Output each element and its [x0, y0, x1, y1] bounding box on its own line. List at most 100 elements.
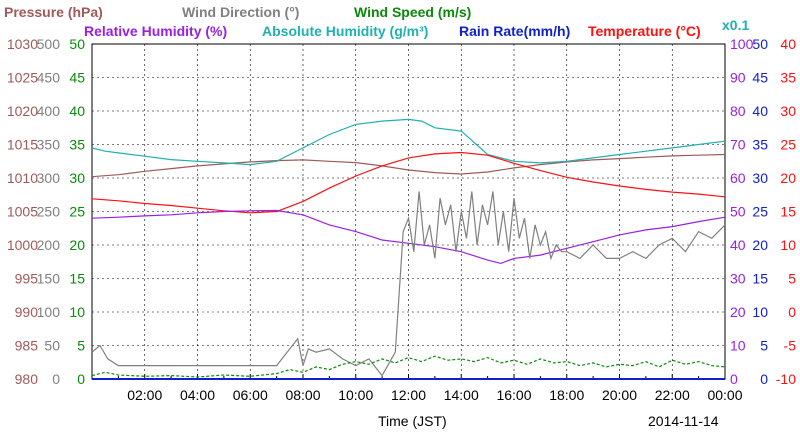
y-tick-label-rain: 45 — [752, 70, 768, 86]
legend-pressure: Pressure (hPa) — [4, 4, 103, 20]
x-tick-label: 06:00 — [233, 387, 268, 403]
y-tick-label-rain: 20 — [752, 237, 768, 253]
y-tick-label-wind-direction: 250 — [37, 204, 61, 220]
series-humidity-line — [91, 209, 726, 265]
series-pressure-line — [91, 153, 726, 178]
y-tick-label-rain: 50 — [752, 36, 768, 52]
y-tick-label-wind-speed: 35 — [69, 137, 85, 153]
y-tick-label-humidity: 20 — [730, 304, 746, 320]
legend-rain-rate: Rain Rate(mm/h) — [459, 23, 570, 39]
y-tick-label-wind-speed: 45 — [69, 70, 85, 86]
y-tick-label-humidity: 10 — [730, 338, 746, 354]
x-tick-label: 00:00 — [707, 387, 742, 403]
x-tick-label: 12:00 — [391, 387, 426, 403]
y-tick-label-wind-direction: 400 — [37, 103, 61, 119]
y-tick-label-wind-direction: 200 — [37, 237, 61, 253]
y-tick-label-wind-direction: 450 — [37, 70, 61, 86]
x-tick-label: 18:00 — [549, 387, 584, 403]
legend-relative-humidity: Relative Humidity (%) — [84, 23, 227, 39]
y-tick-label-temperature: 15 — [780, 204, 796, 220]
y-tick-label-pressure: 995 — [15, 271, 39, 287]
x-tick-label: 10:00 — [338, 387, 373, 403]
y-tick-label-wind-direction: 300 — [37, 170, 61, 186]
y-tick-label-pressure: 1020 — [7, 103, 38, 119]
y-tick-label-wind-speed: 25 — [69, 204, 85, 220]
legend-absolute-humidity: Absolute Humidity (g/m³) — [262, 23, 428, 39]
y-tick-label-temperature: 35 — [780, 70, 796, 86]
y-tick-label-pressure: 1030 — [7, 36, 38, 52]
y-tick-label-temperature: 25 — [780, 137, 796, 153]
y-tick-label-wind-direction: 350 — [37, 137, 61, 153]
y-tick-label-humidity: 50 — [730, 204, 746, 220]
date-label: 2014-11-14 — [648, 413, 719, 429]
y-tick-label-temperature: -10 — [776, 371, 796, 387]
y-tick-label-wind-speed: 0 — [77, 371, 85, 387]
y-tick-label-humidity: 90 — [730, 70, 746, 86]
y-tick-label-pressure: 1005 — [7, 204, 38, 220]
y-tick-label-humidity: 80 — [730, 103, 746, 119]
y-tick-label-temperature: 5 — [788, 271, 796, 287]
y-tick-label-temperature: 20 — [780, 170, 796, 186]
y-tick-label-humidity: 40 — [730, 237, 746, 253]
x-axis-label: Time (JST) — [378, 413, 447, 429]
y-tick-label-pressure: 990 — [15, 304, 39, 320]
y-tick-label-rain: 0 — [760, 371, 768, 387]
y-tick-label-wind-speed: 40 — [69, 103, 85, 119]
series-humidity-line — [91, 118, 726, 166]
legend-temperature: Temperature (°C) — [588, 23, 701, 39]
x-tick-label: 16:00 — [496, 387, 531, 403]
y-tick-label-humidity: 60 — [730, 170, 746, 186]
y-tick-label-wind-speed: 15 — [69, 271, 85, 287]
y-tick-label-rain: 15 — [752, 271, 768, 287]
y-tick-label-wind-speed: 20 — [69, 237, 85, 253]
y-tick-label-humidity: 70 — [730, 137, 746, 153]
y-tick-label-humidity: 100 — [730, 36, 754, 52]
grid — [92, 44, 725, 379]
y-tick-label-temperature: 40 — [780, 36, 796, 52]
x-tick-label: 04:00 — [180, 387, 215, 403]
x-tick-label: 02:00 — [127, 387, 162, 403]
y-tick-label-rain: 5 — [760, 338, 768, 354]
x-tick-label: 14:00 — [444, 387, 479, 403]
y-tick-label-temperature: -5 — [784, 338, 797, 354]
series-layer — [91, 118, 726, 380]
y-tick-label-wind-direction: 50 — [44, 338, 60, 354]
y-tick-label-rain: 35 — [752, 137, 768, 153]
series-wind-speed-line — [91, 355, 726, 378]
y-tick-label-wind-speed: 5 — [77, 338, 85, 354]
series-wind-direction-line — [91, 191, 726, 377]
y-tick-label-rain: 25 — [752, 204, 768, 220]
y-tick-label-pressure: 1010 — [7, 170, 38, 186]
y-tick-label-wind-direction: 500 — [37, 36, 61, 52]
y-tick-label-wind-speed: 30 — [69, 170, 85, 186]
legend: Pressure (hPa) Wind Direction (°) Wind S… — [4, 4, 749, 39]
y-tick-label-temperature: 10 — [780, 237, 796, 253]
y-tick-label-pressure: 1000 — [7, 237, 38, 253]
axis-ticks: 02:00 04:00 06:00 08:00 10:00 12:00 14:00 16:00… — [7, 36, 796, 403]
series-temperature-line — [91, 151, 726, 214]
y-tick-label-wind-speed: 10 — [69, 304, 85, 320]
x-tick-label: 20:00 — [602, 387, 637, 403]
y-tick-label-pressure: 1015 — [7, 137, 38, 153]
legend-ah-scale: x0.1 — [722, 17, 749, 33]
y-tick-label-pressure: 980 — [15, 371, 39, 387]
y-tick-label-rain: 40 — [752, 103, 768, 119]
legend-wind-direction: Wind Direction (°) — [182, 4, 299, 20]
x-tick-label: 22:00 — [655, 387, 690, 403]
legend-wind-speed: Wind Speed (m/s) — [354, 4, 471, 20]
y-tick-label-wind-direction: 100 — [37, 304, 61, 320]
x-tick-label: 08:00 — [285, 387, 320, 403]
y-tick-label-humidity: 0 — [730, 371, 738, 387]
y-tick-label-rain: 30 — [752, 170, 768, 186]
y-tick-label-humidity: 30 — [730, 271, 746, 287]
y-tick-label-wind-direction: 150 — [37, 271, 61, 287]
y-tick-label-pressure: 985 — [15, 338, 39, 354]
y-tick-label-temperature: 30 — [780, 103, 796, 119]
y-tick-label-wind-speed: 50 — [69, 36, 85, 52]
y-tick-label-wind-direction: 0 — [52, 371, 60, 387]
y-tick-label-temperature: 0 — [788, 304, 796, 320]
y-tick-label-rain: 10 — [752, 304, 768, 320]
y-tick-label-pressure: 1025 — [7, 70, 38, 86]
